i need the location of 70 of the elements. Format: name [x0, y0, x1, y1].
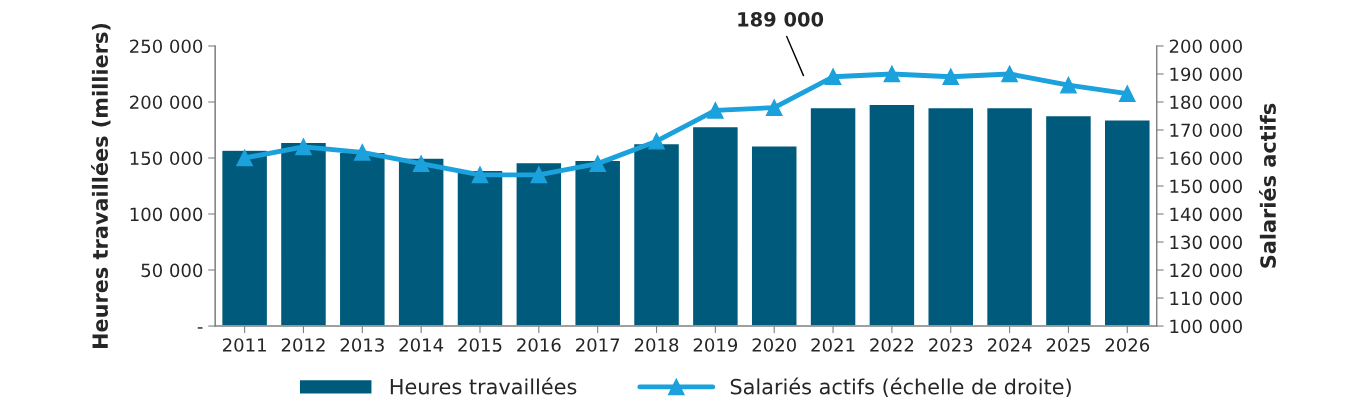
point [1118, 85, 1136, 102]
y2-axis-title: Salariés actifs [1259, 103, 1276, 268]
bar [397, 157, 445, 327]
bar [985, 106, 1034, 327]
x-tick-label: 2016 [517, 338, 561, 352]
y-tick-label: 250 000 [130, 39, 203, 54]
bar [809, 106, 857, 327]
x-tick-label: 2011 [222, 338, 266, 352]
point [530, 166, 548, 184]
x-tick-label: 2013 [340, 338, 384, 352]
x-tick-label: 2024 [987, 338, 1032, 352]
bar [338, 151, 386, 327]
point [1060, 76, 1077, 94]
point [648, 132, 665, 150]
x-tick-label: 2022 [870, 338, 914, 352]
x-tick-label: 2026 [1105, 338, 1150, 352]
bar [456, 169, 504, 327]
point [236, 149, 253, 167]
point [1001, 65, 1018, 83]
point [412, 155, 430, 172]
bar [691, 125, 740, 327]
bar [1044, 114, 1093, 327]
y2-tick-label: 120 000 [1170, 263, 1242, 278]
y-tick-label: 150 000 [130, 151, 203, 166]
y2-tick-label: 190 000 [1170, 67, 1242, 82]
point [824, 68, 842, 86]
x-tick-label: 2021 [811, 338, 855, 352]
bar [632, 142, 681, 327]
point [883, 65, 901, 83]
y-tick-label: 100 000 [130, 207, 203, 222]
bar [515, 161, 563, 327]
point [295, 138, 312, 156]
y2-tick-label: 200 000 [1169, 39, 1242, 54]
x-tick-label: 2025 [1046, 338, 1090, 352]
y-axis-title: Heures travaillées (milliers) [91, 23, 111, 349]
x-tick-label: 2015 [458, 338, 502, 352]
bar [574, 159, 622, 327]
x-tick-label: 2019 [693, 338, 738, 352]
x-tick-label: 2023 [929, 338, 973, 352]
text: 189 000 [738, 11, 824, 27]
y-tick-label: 50 000 [141, 263, 203, 278]
y2-tick-label: 180 000 [1170, 95, 1242, 110]
y-tick-label: 200 000 [130, 95, 203, 110]
y2-tick-label: 130 000 [1170, 235, 1242, 250]
bar [220, 149, 269, 327]
point [942, 68, 960, 86]
point [471, 166, 489, 184]
legend-label: Heures travaillées [390, 377, 577, 395]
bar [868, 103, 916, 327]
point [765, 99, 783, 116]
y-tick-label: - [197, 327, 203, 329]
point [589, 155, 607, 172]
y2-tick-label: 140 000 [1170, 207, 1242, 222]
x-tick-label: 2018 [634, 338, 679, 352]
x-tick-label: 2020 [752, 338, 796, 352]
bar [750, 144, 798, 327]
x-tick-label: 2017 [576, 338, 620, 352]
point [353, 144, 371, 161]
bar [279, 141, 328, 327]
y2-tick-label: 160 000 [1170, 151, 1242, 166]
x-tick-label: 2014 [399, 338, 444, 352]
point [707, 102, 724, 119]
y2-tick-label: 170 000 [1170, 123, 1242, 138]
x-tick-label: 2012 [281, 338, 325, 352]
bar [1103, 119, 1151, 327]
bar [927, 106, 975, 327]
y2-tick-label: 110 000 [1170, 291, 1242, 306]
y2-tick-label: 150 000 [1170, 179, 1242, 194]
y2-tick-label: 100 000 [1170, 319, 1242, 334]
legend-label: Salariés actifs (échelle de droite) [730, 377, 1071, 397]
